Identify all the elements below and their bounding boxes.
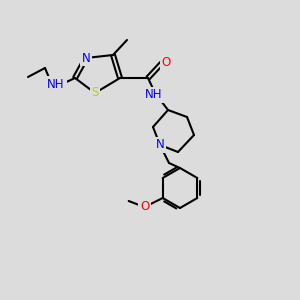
Text: O: O: [161, 56, 171, 70]
Text: O: O: [140, 200, 149, 212]
Text: NH: NH: [145, 88, 163, 101]
Text: N: N: [156, 139, 164, 152]
Text: NH: NH: [47, 77, 65, 91]
Text: N: N: [82, 52, 90, 64]
Text: S: S: [91, 86, 99, 100]
